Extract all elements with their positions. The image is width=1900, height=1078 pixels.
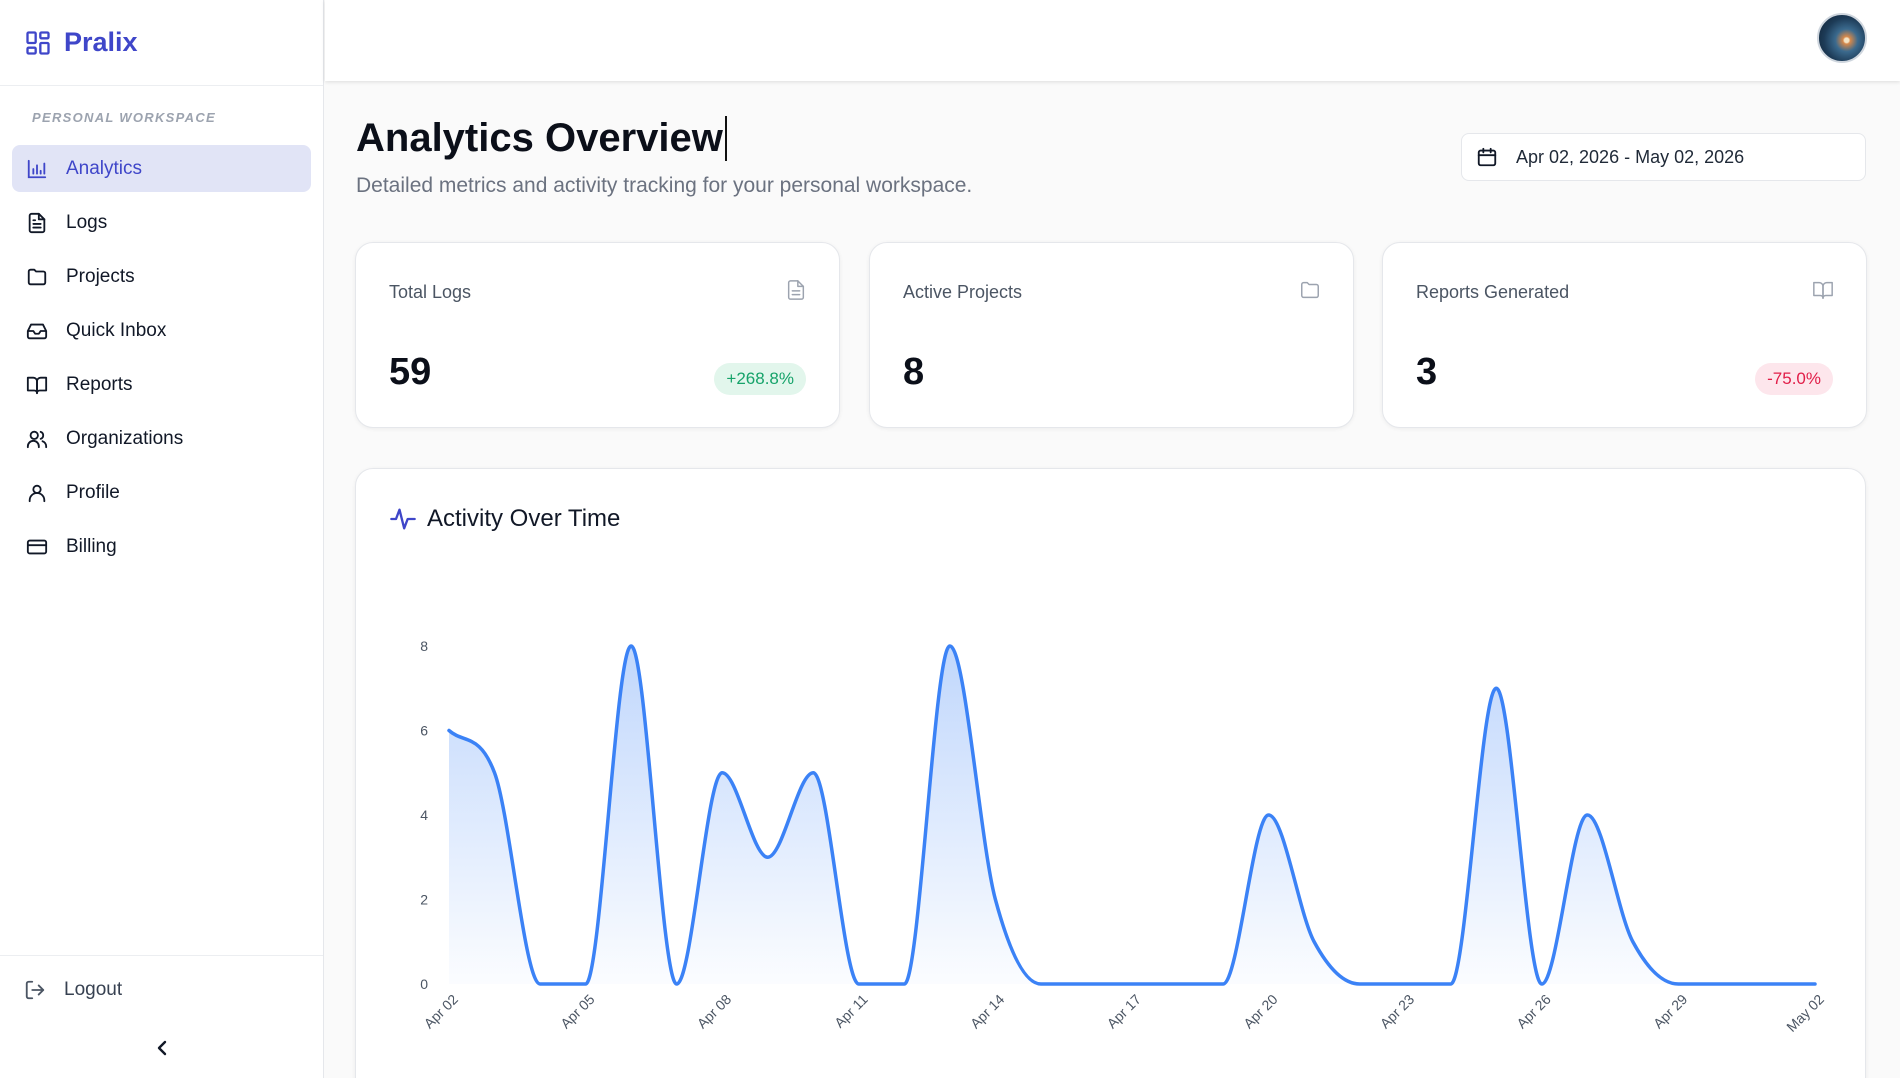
sidebar-nav: Analytics Logs Projects Quick Inbox Repo… bbox=[12, 145, 311, 577]
sidebar-item-label: Analytics bbox=[66, 157, 143, 179]
x-tick-label: Apr 17 bbox=[1104, 991, 1145, 1032]
stat-value: 59 bbox=[389, 351, 432, 393]
sidebar-item-label: Projects bbox=[66, 265, 135, 287]
date-range-value: Apr 02, 2026 - May 02, 2026 bbox=[1516, 146, 1745, 167]
sidebar-item-profile[interactable]: Profile bbox=[12, 469, 311, 516]
x-tick-label: Apr 11 bbox=[831, 991, 871, 1031]
file-text-icon bbox=[787, 280, 805, 300]
x-tick-label: Apr 23 bbox=[1377, 991, 1418, 1032]
stat-value: 8 bbox=[903, 351, 925, 393]
chart-title: Activity Over Time bbox=[427, 505, 621, 532]
x-tick-label: May 02 bbox=[1783, 991, 1827, 1035]
file-text-icon bbox=[28, 212, 46, 233]
x-tick-label: Apr 26 bbox=[1513, 991, 1554, 1032]
sidebar-item-label: Logs bbox=[66, 211, 108, 233]
sidebar-item-analytics[interactable]: Analytics bbox=[12, 145, 311, 192]
grid-logo-icon bbox=[26, 30, 50, 55]
folder-icon bbox=[27, 268, 47, 285]
sidebar-item-label: Quick Inbox bbox=[66, 319, 167, 341]
x-tick-label: Apr 29 bbox=[1650, 991, 1691, 1032]
y-tick-label: 2 bbox=[420, 892, 428, 908]
activity-series-line bbox=[447, 644, 1817, 986]
book-open-icon bbox=[1813, 281, 1833, 299]
stat-change-badge: +268.8% bbox=[714, 363, 806, 395]
page-title: Analytics Overview bbox=[356, 116, 727, 161]
sidebar-item-quick-inbox[interactable]: Quick Inbox bbox=[12, 307, 311, 354]
logout-label: Logout bbox=[64, 979, 123, 1000]
stat-label: Reports Generated bbox=[1416, 282, 1570, 302]
y-tick-label: 4 bbox=[420, 807, 428, 823]
page-subtitle: Detailed metrics and activity tracking f… bbox=[356, 174, 973, 197]
sidebar-item-reports[interactable]: Reports bbox=[12, 361, 311, 408]
stat-change-badge: -75.0% bbox=[1755, 363, 1833, 395]
x-tick-label: Apr 08 bbox=[694, 991, 735, 1032]
collapse-sidebar-chevron-left-icon[interactable] bbox=[150, 1036, 174, 1060]
users-icon bbox=[26, 430, 48, 448]
sidebar-item-organizations[interactable]: Organizations bbox=[12, 415, 311, 462]
folder-icon bbox=[1301, 281, 1319, 299]
workspace-section-label: Personal Workspace bbox=[32, 110, 216, 125]
activity-area-fill bbox=[449, 646, 1815, 984]
top-bar bbox=[325, 0, 1900, 81]
sidebar-item-label: Profile bbox=[66, 481, 120, 503]
book-open-icon bbox=[26, 376, 48, 394]
sidebar-item-billing[interactable]: Billing bbox=[12, 523, 311, 570]
brand-name: Pralix bbox=[64, 27, 138, 57]
sidebar-item-label: Reports bbox=[66, 373, 133, 395]
stat-card-total-logs: Total Logs 59 +268.8% bbox=[355, 242, 840, 428]
stat-card-active-projects: Active Projects 8 bbox=[869, 242, 1354, 428]
sidebar-item-label: Organizations bbox=[66, 427, 184, 449]
date-range-picker[interactable]: Apr 02, 2026 - May 02, 2026 bbox=[1461, 133, 1866, 181]
activity-pulse-icon bbox=[390, 508, 416, 530]
bar-chart-icon bbox=[27, 159, 47, 178]
y-tick-label: 0 bbox=[420, 976, 428, 992]
sidebar-item-label: Billing bbox=[66, 535, 117, 557]
sidebar: Pralix Personal Workspace Analytics Logs… bbox=[0, 0, 324, 1078]
x-tick-label: Apr 20 bbox=[1240, 991, 1281, 1032]
avatar[interactable] bbox=[1817, 13, 1867, 63]
brand[interactable]: Pralix bbox=[0, 0, 323, 86]
y-tick-label: 6 bbox=[420, 723, 428, 739]
stat-value: 3 bbox=[1416, 351, 1438, 393]
sidebar-item-projects[interactable]: Projects bbox=[12, 253, 311, 300]
logout-icon bbox=[25, 980, 45, 1000]
user-icon bbox=[28, 484, 46, 502]
y-tick-label: 8 bbox=[420, 638, 428, 654]
x-tick-label: Apr 02 bbox=[421, 991, 462, 1032]
calendar-icon bbox=[1477, 147, 1497, 167]
sidebar-footer: Logout bbox=[0, 955, 323, 1056]
activity-chart-card: Activity Over Time 0 2 4 6 8 Apr 02 Apr 05 Apr… bbox=[355, 468, 1866, 1078]
x-tick-label: Apr 05 bbox=[557, 991, 598, 1032]
activity-chart: 0 2 4 6 8 Apr 02 Apr 05 Apr 08 Apr 11 Apr 14 Apr … bbox=[420, 638, 1827, 1035]
sidebar-item-logs[interactable]: Logs bbox=[12, 199, 311, 246]
stat-label: Active Projects bbox=[903, 282, 1023, 302]
stat-label: Total Logs bbox=[389, 282, 472, 302]
logout-button[interactable]: Logout bbox=[24, 979, 122, 1001]
inbox-icon bbox=[26, 323, 48, 339]
credit-card-icon bbox=[26, 539, 48, 554]
stat-card-reports-generated: Reports Generated 3 -75.0% bbox=[1382, 242, 1867, 428]
x-tick-label: Apr 14 bbox=[967, 991, 1008, 1032]
chart-header: Activity Over Time bbox=[389, 505, 620, 533]
